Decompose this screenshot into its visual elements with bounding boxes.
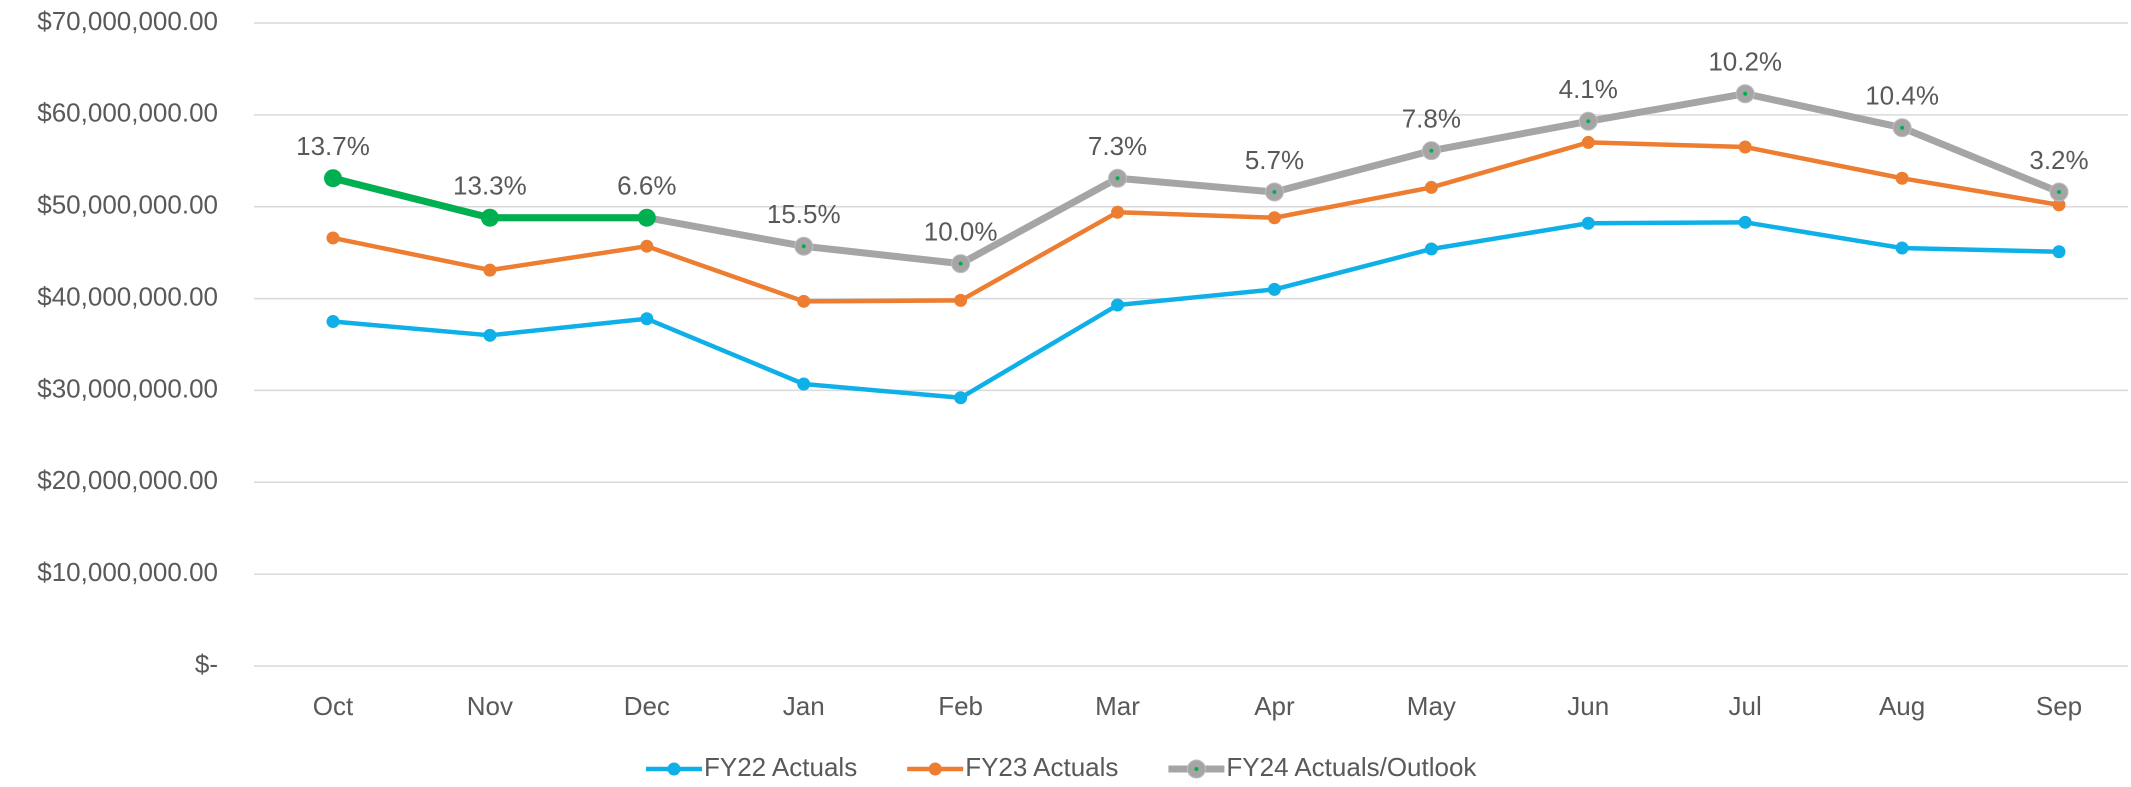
marker-dot bbox=[1586, 119, 1591, 124]
marker bbox=[480, 208, 499, 227]
marker bbox=[1424, 242, 1438, 256]
x-tick-label: Jul bbox=[1729, 691, 1762, 721]
marker-dot bbox=[1115, 176, 1120, 181]
data-label: 13.7% bbox=[296, 131, 370, 161]
marker bbox=[1581, 135, 1595, 149]
data-label: 10.0% bbox=[924, 217, 998, 247]
data-label: 6.6% bbox=[617, 171, 676, 201]
y-tick-label: $30,000,000.00 bbox=[37, 373, 218, 403]
y-tick-label: $20,000,000.00 bbox=[37, 465, 218, 495]
marker bbox=[483, 328, 497, 342]
series-line bbox=[329, 90, 2063, 268]
data-label: 15.5% bbox=[767, 199, 841, 229]
x-tick-label: Dec bbox=[624, 691, 670, 721]
data-label: 5.7% bbox=[1245, 145, 1304, 175]
marker bbox=[326, 231, 340, 245]
x-tick-label: Aug bbox=[1879, 691, 1925, 721]
marker bbox=[1111, 298, 1125, 312]
data-label: 7.8% bbox=[1402, 104, 1461, 134]
x-tick-label: Sep bbox=[2036, 691, 2082, 721]
marker bbox=[640, 312, 654, 326]
marker-dot bbox=[1743, 91, 1748, 96]
marker bbox=[483, 263, 497, 277]
marker bbox=[1895, 241, 1909, 255]
x-tick-label: May bbox=[1407, 691, 1456, 721]
marker-dot bbox=[1429, 148, 1434, 153]
marker bbox=[1267, 282, 1281, 296]
x-tick-label: Jun bbox=[1567, 691, 1609, 721]
data-label: 13.3% bbox=[453, 171, 527, 201]
marker-dot bbox=[2057, 190, 2061, 195]
legend-marker bbox=[928, 762, 942, 776]
data-label: 10.4% bbox=[1865, 81, 1939, 111]
x-tick-label: Feb bbox=[938, 691, 983, 721]
marker bbox=[797, 294, 811, 308]
y-tick-label: $- bbox=[195, 649, 218, 679]
x-tick-label: Apr bbox=[1254, 691, 1295, 721]
legend-marker bbox=[667, 762, 681, 776]
y-tick-label: $40,000,000.00 bbox=[37, 281, 218, 311]
legend-marker-dot bbox=[1194, 767, 1199, 771]
marker bbox=[637, 208, 656, 227]
x-tick-label: Oct bbox=[313, 691, 354, 721]
marker bbox=[1895, 171, 1909, 185]
marker bbox=[1738, 215, 1752, 229]
marker bbox=[954, 293, 968, 307]
marker bbox=[1738, 140, 1752, 154]
marker-dot bbox=[1900, 125, 1905, 130]
marker bbox=[954, 391, 968, 405]
marker-dot bbox=[958, 261, 963, 266]
marker bbox=[797, 377, 811, 391]
marker bbox=[1267, 211, 1281, 225]
marker bbox=[640, 239, 654, 253]
series-line bbox=[330, 220, 2062, 401]
legend-label: FY24 Actuals/Outlook bbox=[1226, 752, 1477, 782]
marker bbox=[1581, 216, 1595, 230]
y-tick-label: $60,000,000.00 bbox=[37, 98, 218, 128]
data-label: 10.2% bbox=[1708, 47, 1782, 77]
y-tick-label: $50,000,000.00 bbox=[37, 190, 218, 220]
x-tick-label: Mar bbox=[1095, 691, 1140, 721]
marker bbox=[2052, 198, 2066, 212]
y-tick-label: $10,000,000.00 bbox=[37, 557, 218, 587]
marker bbox=[1424, 180, 1438, 194]
marker bbox=[1111, 205, 1125, 219]
marker bbox=[2052, 245, 2066, 259]
series-line bbox=[330, 140, 2062, 304]
marker bbox=[326, 315, 340, 329]
data-label: 7.3% bbox=[1088, 131, 1147, 161]
marker bbox=[324, 169, 342, 188]
data-label: 3.2% bbox=[2029, 145, 2088, 175]
marker-dot bbox=[1272, 190, 1277, 195]
legend-label: FY22 Actuals bbox=[704, 752, 857, 782]
y-tick-label: $70,000,000.00 bbox=[37, 6, 218, 36]
data-label: 4.1% bbox=[1559, 74, 1618, 104]
legend-label: FY23 Actuals bbox=[965, 752, 1118, 782]
x-tick-label: Jan bbox=[783, 691, 825, 721]
marker-dot bbox=[801, 244, 806, 249]
x-tick-label: Nov bbox=[467, 691, 513, 721]
